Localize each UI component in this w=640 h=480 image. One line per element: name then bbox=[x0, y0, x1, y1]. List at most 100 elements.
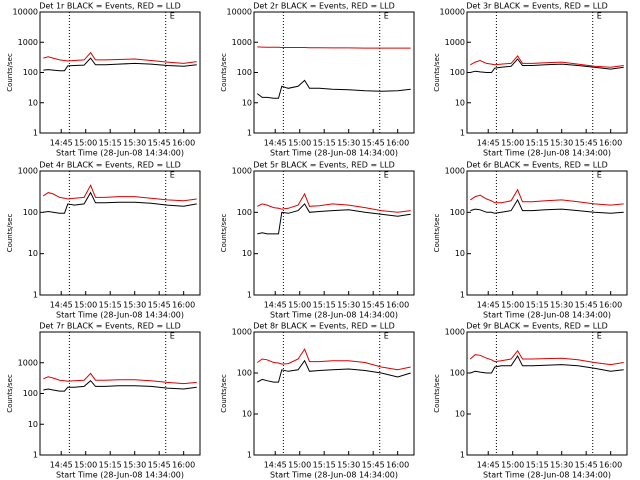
annotation: E bbox=[597, 171, 602, 180]
series-line bbox=[43, 184, 197, 202]
x-tick-label: 14:45 bbox=[264, 139, 287, 148]
x-tick-label: 16:00 bbox=[599, 139, 622, 148]
x-axis-label: Start Time (28-Jun-08 14:34:00) bbox=[270, 311, 398, 320]
series-line bbox=[470, 58, 624, 73]
y-tick-label: 100 bbox=[23, 208, 38, 217]
x-tick-label: 15:00 bbox=[74, 461, 97, 470]
x-tick-label: 15:15 bbox=[99, 461, 122, 470]
x-axis-label: Start Time (28-Jun-08 14:34:00) bbox=[56, 149, 184, 158]
y-tick-label: 10 bbox=[28, 98, 38, 107]
x-tick-label: 16:00 bbox=[386, 461, 409, 470]
y-tick-label: 1000 bbox=[445, 167, 465, 176]
x-tick-label: 15:45 bbox=[575, 301, 598, 310]
y-tick-label: 10 bbox=[242, 249, 252, 258]
y-axis-label: Counts/sec bbox=[433, 214, 441, 253]
x-tick-label: 15:00 bbox=[288, 139, 311, 148]
y-axis-label: Counts/sec bbox=[6, 374, 14, 413]
x-tick-label: 16:00 bbox=[599, 301, 622, 310]
x-tick-label: 15:30 bbox=[550, 461, 573, 470]
series-line bbox=[43, 57, 197, 72]
plot-frame bbox=[466, 170, 628, 296]
x-tick-label: 15:00 bbox=[501, 139, 524, 148]
y-tick-label: 1 bbox=[460, 129, 465, 138]
x-axis-label: Start Time (28-Jun-08 14:34:00) bbox=[483, 471, 611, 480]
x-tick-label: 15:15 bbox=[526, 301, 549, 310]
x-tick-label: 14:45 bbox=[50, 461, 73, 470]
x-tick-label: 14:45 bbox=[264, 461, 287, 470]
x-tick-label: 15:30 bbox=[123, 139, 146, 148]
y-tick-label: 100 bbox=[23, 68, 38, 77]
series-line bbox=[43, 379, 197, 392]
x-tick-label: 14:45 bbox=[477, 461, 500, 470]
y-tick-label: 1 bbox=[460, 451, 465, 460]
x-tick-label: 15:30 bbox=[550, 139, 573, 148]
x-tick-label: 16:00 bbox=[386, 139, 409, 148]
y-tick-label: 1 bbox=[247, 291, 252, 300]
x-tick-label: 15:45 bbox=[575, 461, 598, 470]
plot-frame bbox=[253, 331, 415, 456]
annotation: E bbox=[170, 171, 175, 180]
x-tick-label: 15:00 bbox=[288, 461, 311, 470]
y-axis-label: Counts/sec bbox=[6, 53, 14, 92]
y-axis-label: Counts/sec bbox=[220, 374, 228, 413]
y-tick-label: 1 bbox=[33, 451, 38, 460]
series-line bbox=[470, 55, 624, 68]
y-tick-label: 1000 bbox=[232, 38, 252, 47]
y-tick-label: 10 bbox=[28, 249, 38, 258]
y-axis-label: Counts/sec bbox=[220, 214, 228, 253]
series-line bbox=[470, 198, 624, 214]
x-axis-label: Start Time (28-Jun-08 14:34:00) bbox=[270, 471, 398, 480]
x-tick-label: 15:15 bbox=[313, 139, 336, 148]
y-tick-label: 1000 bbox=[18, 38, 38, 47]
x-tick-label: 15:00 bbox=[288, 301, 311, 310]
plot-frame bbox=[253, 11, 415, 134]
x-tick-label: 15:45 bbox=[362, 139, 385, 148]
x-tick-label: 15:15 bbox=[526, 461, 549, 470]
series-line bbox=[470, 355, 624, 374]
annotation: E bbox=[597, 332, 602, 341]
y-axis-label: Counts/sec bbox=[433, 374, 441, 413]
y-axis-label: Counts/sec bbox=[220, 53, 228, 92]
y-tick-label: 10 bbox=[455, 98, 465, 107]
series-line bbox=[257, 192, 411, 213]
x-tick-label: 16:00 bbox=[172, 301, 195, 310]
plot-frame bbox=[253, 170, 415, 296]
x-tick-label: 14:45 bbox=[477, 139, 500, 148]
x-tick-label: 15:00 bbox=[74, 301, 97, 310]
x-tick-label: 15:30 bbox=[123, 301, 146, 310]
y-tick-label: 10 bbox=[242, 98, 252, 107]
y-tick-label: 1000 bbox=[445, 38, 465, 47]
y-tick-label: 1 bbox=[33, 129, 38, 138]
annotation: E bbox=[597, 12, 602, 21]
y-tick-label: 10000 bbox=[440, 8, 465, 17]
plot-frame bbox=[39, 331, 201, 456]
x-tick-label: 15:15 bbox=[313, 461, 336, 470]
annotation: E bbox=[170, 12, 175, 21]
y-tick-label: 1000 bbox=[18, 167, 38, 176]
panel-title: Det 9r BLACK = Events, RED = LLD bbox=[466, 322, 608, 331]
y-tick-label: 100 bbox=[23, 389, 38, 398]
x-tick-label: 16:00 bbox=[172, 139, 195, 148]
annotation: E bbox=[170, 332, 175, 341]
x-tick-label: 15:45 bbox=[148, 461, 171, 470]
y-tick-label: 10 bbox=[455, 410, 465, 419]
series-line bbox=[257, 359, 411, 383]
x-tick-label: 15:15 bbox=[526, 139, 549, 148]
y-tick-label: 10000 bbox=[13, 8, 38, 17]
y-tick-label: 1 bbox=[247, 129, 252, 138]
panel-title: Det 1r BLACK = Events, RED = LLD bbox=[39, 2, 181, 11]
x-tick-label: 16:00 bbox=[386, 301, 409, 310]
y-axis-label: Counts/sec bbox=[433, 53, 441, 92]
series-line bbox=[43, 51, 197, 64]
x-tick-label: 16:00 bbox=[599, 461, 622, 470]
panel-title: Det 8r BLACK = Events, RED = LLD bbox=[253, 322, 395, 331]
plot-frame bbox=[466, 331, 628, 456]
y-tick-label: 1 bbox=[247, 451, 252, 460]
y-tick-label: 10000 bbox=[227, 8, 252, 17]
x-tick-label: 16:00 bbox=[172, 461, 195, 470]
panel-title: Det 5r BLACK = Events, RED = LLD bbox=[253, 161, 395, 170]
x-tick-label: 15:30 bbox=[550, 301, 573, 310]
x-tick-label: 15:15 bbox=[99, 301, 122, 310]
y-tick-label: 100 bbox=[237, 208, 252, 217]
x-tick-label: 15:45 bbox=[148, 139, 171, 148]
